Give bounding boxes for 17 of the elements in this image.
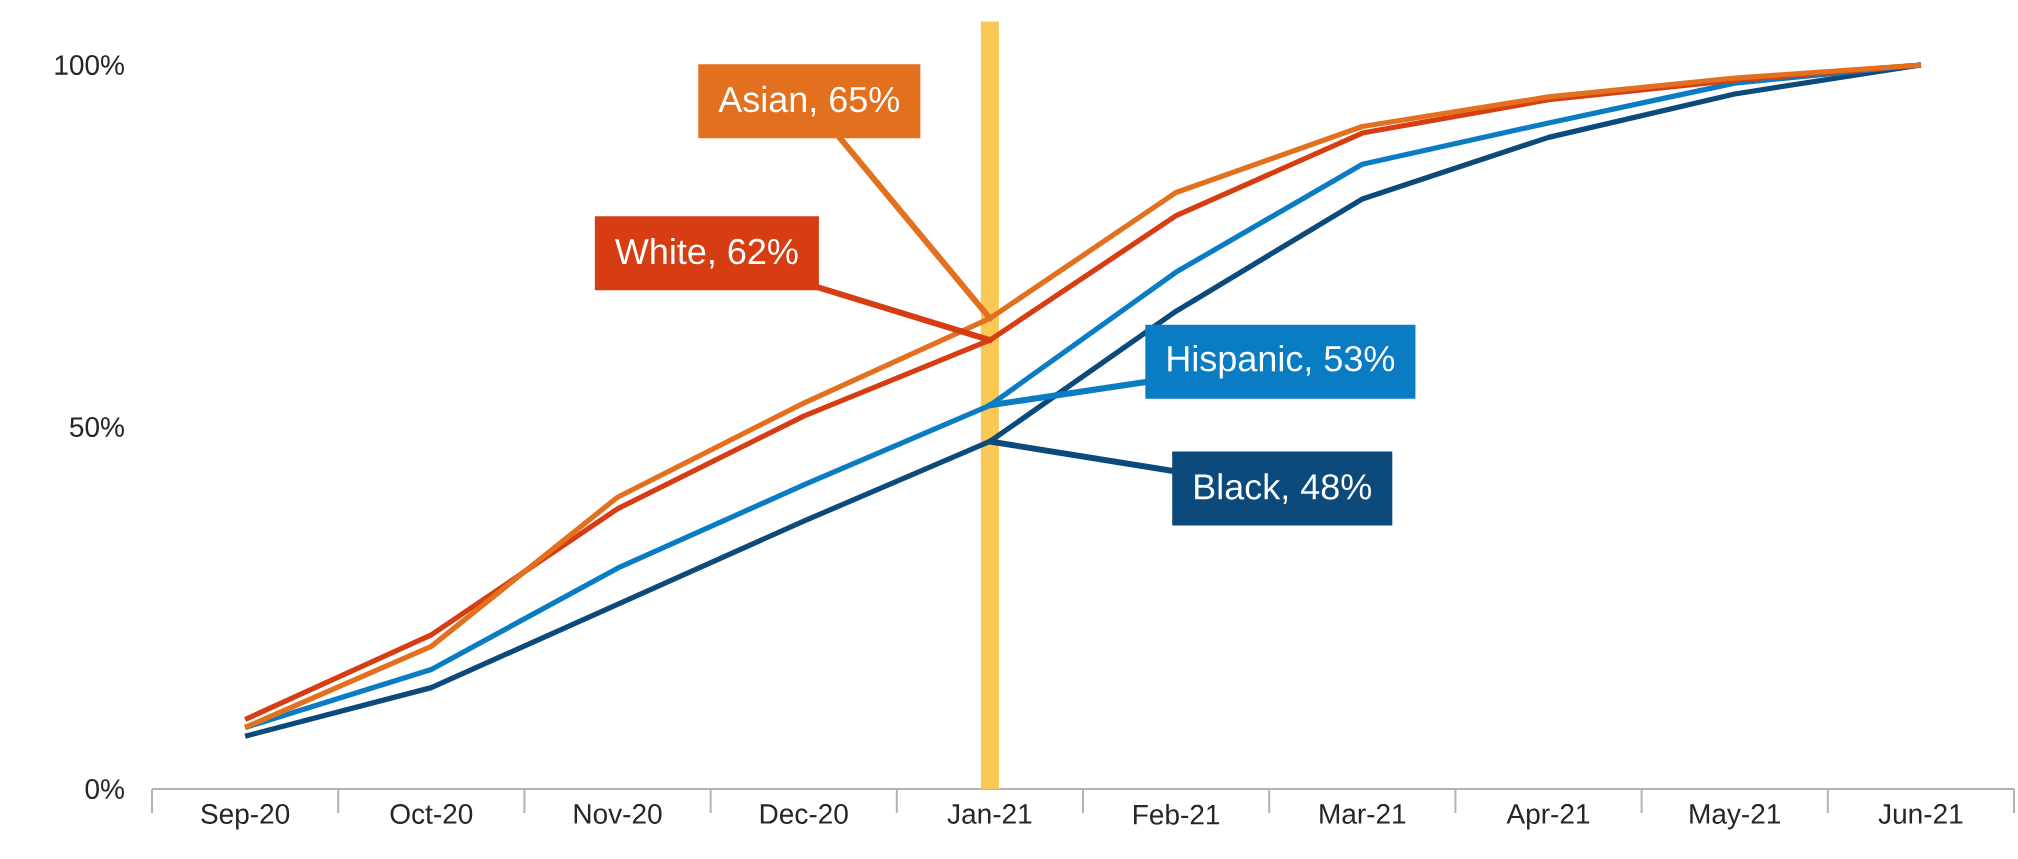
x-tick-label: Jun-21 bbox=[1878, 804, 1963, 824]
x-tick-label: Feb-21 bbox=[1134, 804, 1220, 825]
annotation: Hispanic, 53% bbox=[1168, 345, 1395, 379]
y-tick-label: 50% bbox=[70, 417, 124, 437]
annotation: Black, 48% bbox=[1195, 473, 1371, 504]
x-tick-label: Sep-20 bbox=[201, 804, 290, 830]
x-tick-label: Nov-20 bbox=[574, 804, 662, 824]
y-tick-label: 0% bbox=[85, 779, 124, 799]
annotation: Asian, 65% bbox=[718, 85, 900, 117]
annotation: White, 62% bbox=[615, 237, 798, 269]
x-tick-label: Dec-20 bbox=[760, 804, 848, 824]
x-tick-label: Oct-20 bbox=[390, 804, 473, 824]
x-tick-label: Apr-21 bbox=[1506, 804, 1590, 830]
x-tick-label: Jan-21 bbox=[947, 804, 1032, 824]
y-tick-label: 100% bbox=[55, 55, 124, 75]
x-tick-label: May-21 bbox=[1690, 804, 1781, 830]
x-tick-label: Mar-21 bbox=[1320, 804, 1406, 824]
